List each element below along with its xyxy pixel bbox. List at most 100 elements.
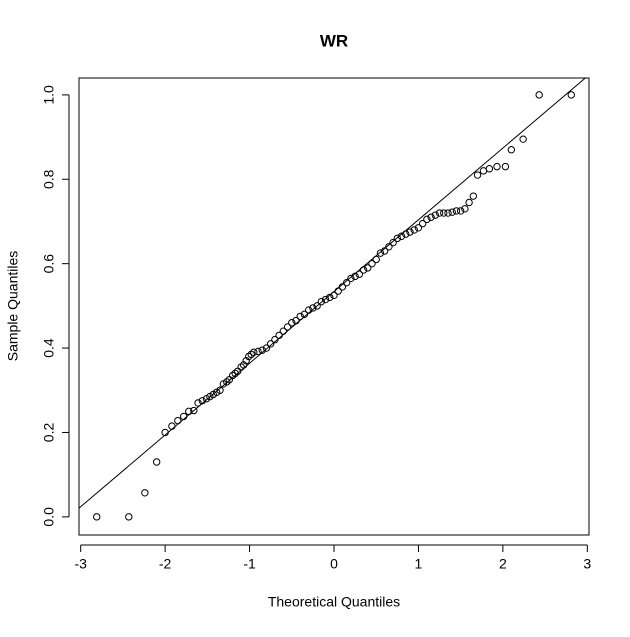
point	[125, 513, 133, 521]
point	[364, 264, 372, 272]
point	[372, 255, 380, 264]
point	[326, 293, 334, 302]
point	[185, 407, 193, 416]
point	[465, 198, 473, 207]
point	[380, 247, 389, 255]
point	[501, 162, 510, 171]
point	[535, 91, 543, 99]
point	[342, 278, 351, 287]
point	[414, 224, 423, 232]
reference-line	[79, 78, 587, 509]
point	[507, 146, 516, 154]
point	[296, 312, 304, 321]
point	[198, 397, 206, 405]
point	[313, 302, 321, 310]
point	[180, 412, 188, 421]
point	[321, 295, 330, 304]
point	[194, 399, 202, 407]
y-tick-label: 0.4	[41, 338, 57, 358]
x-tick-label: 3	[583, 556, 591, 572]
point	[469, 192, 478, 200]
point	[283, 323, 292, 331]
point	[239, 361, 248, 369]
point	[245, 352, 253, 361]
point	[161, 428, 169, 437]
point	[385, 243, 393, 251]
point	[300, 310, 309, 319]
point	[448, 208, 456, 216]
y-tick-label: 0.0	[41, 507, 57, 527]
point	[262, 344, 271, 352]
point	[334, 287, 342, 295]
point	[435, 209, 444, 217]
point	[279, 327, 288, 335]
x-axis-label: Theoretical Quantiles	[268, 594, 400, 610]
x-tick-label: 0	[330, 556, 338, 572]
point	[292, 316, 300, 325]
x-tick-label: 2	[499, 556, 507, 572]
y-tick-label: 1.0	[41, 85, 57, 105]
point	[254, 347, 262, 356]
chart-title: WR	[320, 31, 348, 50]
y-tick-label: 0.2	[41, 423, 57, 443]
point	[389, 238, 397, 247]
point	[152, 458, 161, 466]
point	[141, 489, 149, 497]
point	[330, 291, 338, 300]
point	[168, 422, 176, 430]
x-tick-label: -2	[159, 556, 172, 572]
point	[237, 363, 245, 371]
point	[351, 272, 359, 281]
point	[309, 304, 317, 312]
point	[216, 386, 224, 394]
y-tick-label: 0.8	[41, 169, 57, 189]
point	[258, 346, 266, 354]
y-tick-label: 0.6	[41, 254, 57, 274]
point	[423, 215, 431, 224]
point	[397, 232, 406, 240]
point	[410, 226, 418, 234]
point	[247, 350, 255, 359]
point	[406, 228, 414, 236]
point	[190, 406, 198, 415]
point	[567, 91, 575, 99]
point	[288, 319, 296, 327]
x-tick-label: -3	[74, 556, 87, 572]
point	[231, 369, 239, 378]
point	[427, 213, 435, 221]
point	[493, 162, 501, 171]
point	[452, 207, 461, 215]
plot-box	[78, 77, 590, 536]
x-tick-label: -1	[243, 556, 256, 572]
point	[393, 234, 402, 243]
point	[456, 207, 465, 215]
point	[347, 274, 355, 283]
point	[228, 371, 237, 380]
point	[250, 348, 258, 356]
point	[473, 171, 482, 179]
point	[485, 165, 494, 173]
point	[223, 378, 231, 386]
point	[368, 259, 376, 268]
point	[376, 249, 385, 257]
point	[93, 513, 101, 521]
point	[271, 335, 279, 344]
point	[275, 331, 283, 340]
point	[402, 230, 410, 238]
point	[266, 340, 275, 348]
point	[317, 297, 326, 306]
point	[359, 266, 368, 274]
y-axis-label: Sample Quantiles	[5, 251, 21, 362]
point	[444, 209, 452, 217]
point	[431, 211, 440, 219]
point	[174, 416, 182, 425]
point	[304, 306, 313, 314]
point	[461, 205, 469, 213]
point	[418, 219, 427, 228]
point	[440, 209, 448, 217]
point	[519, 135, 527, 143]
point	[338, 283, 347, 291]
point	[355, 270, 364, 278]
point	[242, 357, 250, 365]
